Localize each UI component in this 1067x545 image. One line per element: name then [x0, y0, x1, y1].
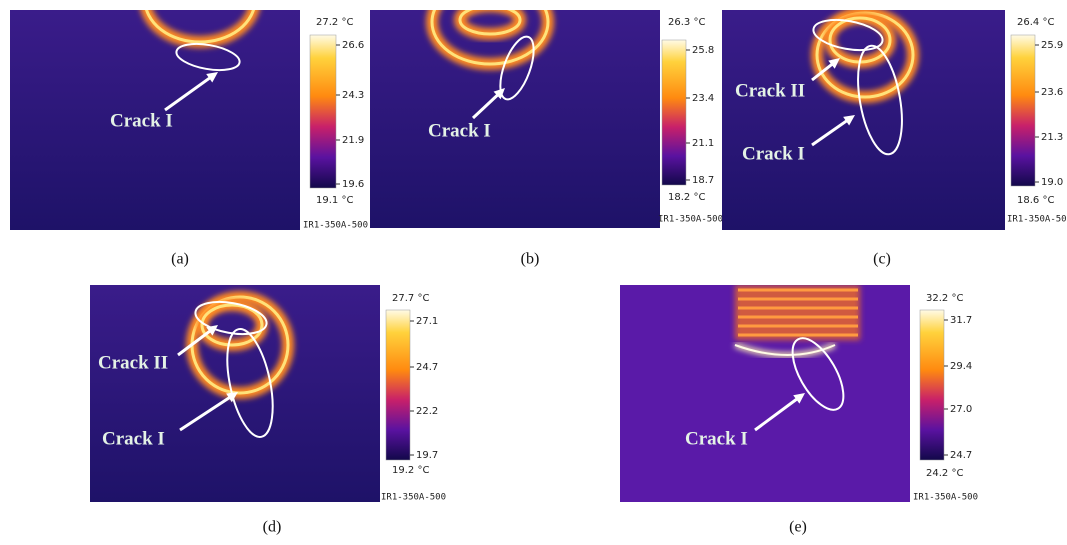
colorbar-tick-label: 23.4 — [692, 93, 714, 104]
image-bg — [10, 10, 300, 230]
arrow-shaft — [754, 396, 800, 432]
hot-core — [145, 10, 255, 44]
colorbar-max: 26.4 °C — [1017, 17, 1054, 28]
colorbar-tick-label: 19.7 — [416, 450, 438, 461]
hot-core — [458, 10, 522, 36]
colorbar-tick-label: 19.0 — [1041, 177, 1063, 188]
colorbar-min: 18.2 °C — [668, 192, 705, 203]
colorbar-max: 26.3 °C — [668, 17, 705, 28]
hot-core — [200, 303, 264, 347]
caption: (a) — [171, 251, 189, 268]
colorbar-tick-label: 26.6 — [342, 40, 364, 51]
colorbar-max: 27.7 °C — [392, 293, 429, 304]
colorbar-tick-label: 25.9 — [1041, 40, 1063, 51]
arrow-head — [793, 393, 805, 404]
thermal-image — [10, 10, 300, 230]
crack-outline — [857, 44, 903, 156]
caption: (b) — [521, 251, 540, 268]
panel: Crack I 26.3 °C 25.8 23.4 21.1 18.7 18.2 °C IR1… — [370, 10, 723, 268]
arrow-head — [226, 392, 238, 403]
camera-model: IR1-350A-500 — [303, 221, 368, 231]
colorbar — [385, 309, 411, 461]
crack-label: Crack II — [735, 80, 805, 101]
colorbar-tick-label: 21.3 — [1041, 132, 1063, 143]
panel: Crack I 27.2 °C 26.6 24.3 21.9 19.6 19.1 °C IR1… — [10, 10, 368, 268]
colorbar-tick-label: 27.0 — [950, 404, 972, 415]
arrow-head — [206, 72, 218, 83]
crack-outline — [812, 18, 884, 52]
crack-label: Crack I — [428, 120, 491, 141]
hot-core — [430, 10, 550, 66]
panel: Crack II Crack I 27.7 °C 27.1 24.7 22.2 19.7 19… — [90, 285, 446, 536]
crack-outline — [499, 35, 535, 101]
colorbar-min: 24.2 °C — [926, 468, 963, 479]
arrow-shaft — [179, 395, 233, 432]
arrow-head — [206, 325, 218, 336]
thermal-image — [620, 285, 910, 502]
colorbar — [661, 39, 687, 186]
caption: (c) — [873, 251, 891, 268]
caption: (e) — [789, 519, 807, 536]
colorbar-tick-label: 24.7 — [950, 450, 972, 461]
colorbar-min: 19.1 °C — [316, 195, 353, 206]
colorbar-tick-label: 24.3 — [342, 90, 364, 101]
arrow-shaft — [177, 328, 213, 357]
panel: Crack II Crack I 26.4 °C 25.9 23.6 21.3 19.0 18… — [722, 10, 1067, 268]
crack-label: Crack I — [742, 143, 805, 164]
arrow-shaft — [811, 118, 850, 147]
colorbar-min: 18.6 °C — [1017, 195, 1054, 206]
colorbar-tick-label: 22.2 — [416, 406, 438, 417]
colorbar-tick-label: 21.1 — [692, 138, 714, 149]
arrow-head — [843, 115, 855, 126]
arrow-shaft — [811, 61, 835, 82]
arrow-shaft — [164, 75, 213, 112]
crack-outline — [791, 337, 845, 411]
camera-model: IR1-350A-500 — [381, 493, 446, 503]
colorbar-min: 19.2 °C — [392, 465, 429, 476]
coil-body — [735, 285, 860, 340]
colorbar-tick-label: 19.6 — [342, 179, 364, 190]
colorbar-tick-label: 23.6 — [1041, 87, 1063, 98]
hot-edge-core — [734, 344, 836, 356]
colorbar-tick-label: 27.1 — [416, 316, 438, 327]
crack-outline — [194, 300, 268, 336]
colorbar — [309, 34, 337, 189]
crack-label: Crack I — [102, 428, 165, 449]
colorbar-tick-label: 21.9 — [342, 135, 364, 146]
colorbar-tick-label: 24.7 — [416, 362, 438, 373]
crack-outline — [175, 42, 241, 72]
arrow-head — [828, 58, 840, 69]
camera-model: IR1-350A-500 — [658, 215, 723, 225]
colorbar-tick-label: 18.7 — [692, 175, 714, 186]
image-bg — [370, 10, 660, 228]
colorbar — [919, 309, 945, 461]
camera-model: IR1-350A-500 — [1007, 215, 1067, 225]
crack-outline — [226, 328, 274, 438]
thermal-image — [370, 10, 660, 228]
arrow-head — [493, 88, 505, 100]
camera-model: IR1-350A-500 — [913, 493, 978, 503]
arrow-shaft — [471, 92, 501, 120]
crack-label: Crack I — [110, 110, 173, 131]
crack-label: Crack II — [98, 352, 168, 373]
colorbar-tick-label: 25.8 — [692, 45, 714, 56]
colorbar-max: 27.2 °C — [316, 17, 353, 28]
colorbar-max: 32.2 °C — [926, 293, 963, 304]
colorbar — [1010, 34, 1036, 187]
colorbar-tick-label: 31.7 — [950, 315, 972, 326]
panel: Crack I 32.2 °C 31.7 29.4 27.0 24.7 24.2 °C IR1… — [620, 285, 978, 536]
colorbar-tick-label: 29.4 — [950, 361, 972, 372]
crack-label: Crack I — [685, 428, 748, 449]
caption: (d) — [263, 519, 282, 536]
